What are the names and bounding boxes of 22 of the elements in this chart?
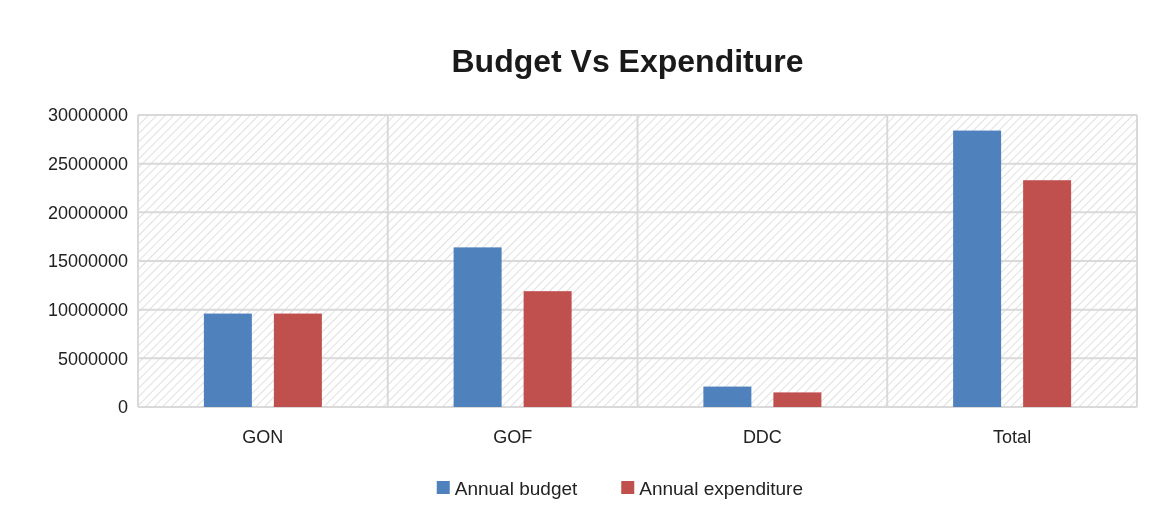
y-tick-label: 30000000	[47, 105, 128, 126]
bar	[453, 247, 502, 407]
legend-label: Annual budget	[454, 477, 579, 499]
y-tick-label: 20000000	[47, 202, 128, 223]
y-tick-label: 15000000	[47, 251, 128, 272]
bar	[203, 313, 252, 407]
x-tick-label: Total	[993, 427, 1032, 447]
bar	[773, 392, 822, 407]
bar	[1023, 180, 1072, 407]
y-tick-label: 0	[117, 397, 128, 418]
y-tick-label: 5000000	[57, 348, 128, 369]
y-tick-label: 10000000	[47, 299, 128, 320]
x-tick-label: GON	[242, 427, 284, 447]
bar	[273, 313, 322, 407]
x-tick-label: DDC	[742, 427, 782, 447]
bar	[523, 291, 572, 407]
legend-label: Annual expenditure	[639, 477, 803, 499]
y-tick-label: 25000000	[47, 153, 128, 174]
bar	[703, 386, 752, 407]
chart-title: Budget Vs Expenditure	[451, 43, 804, 79]
bar	[953, 130, 1002, 407]
x-tick-label: GOF	[493, 427, 533, 447]
